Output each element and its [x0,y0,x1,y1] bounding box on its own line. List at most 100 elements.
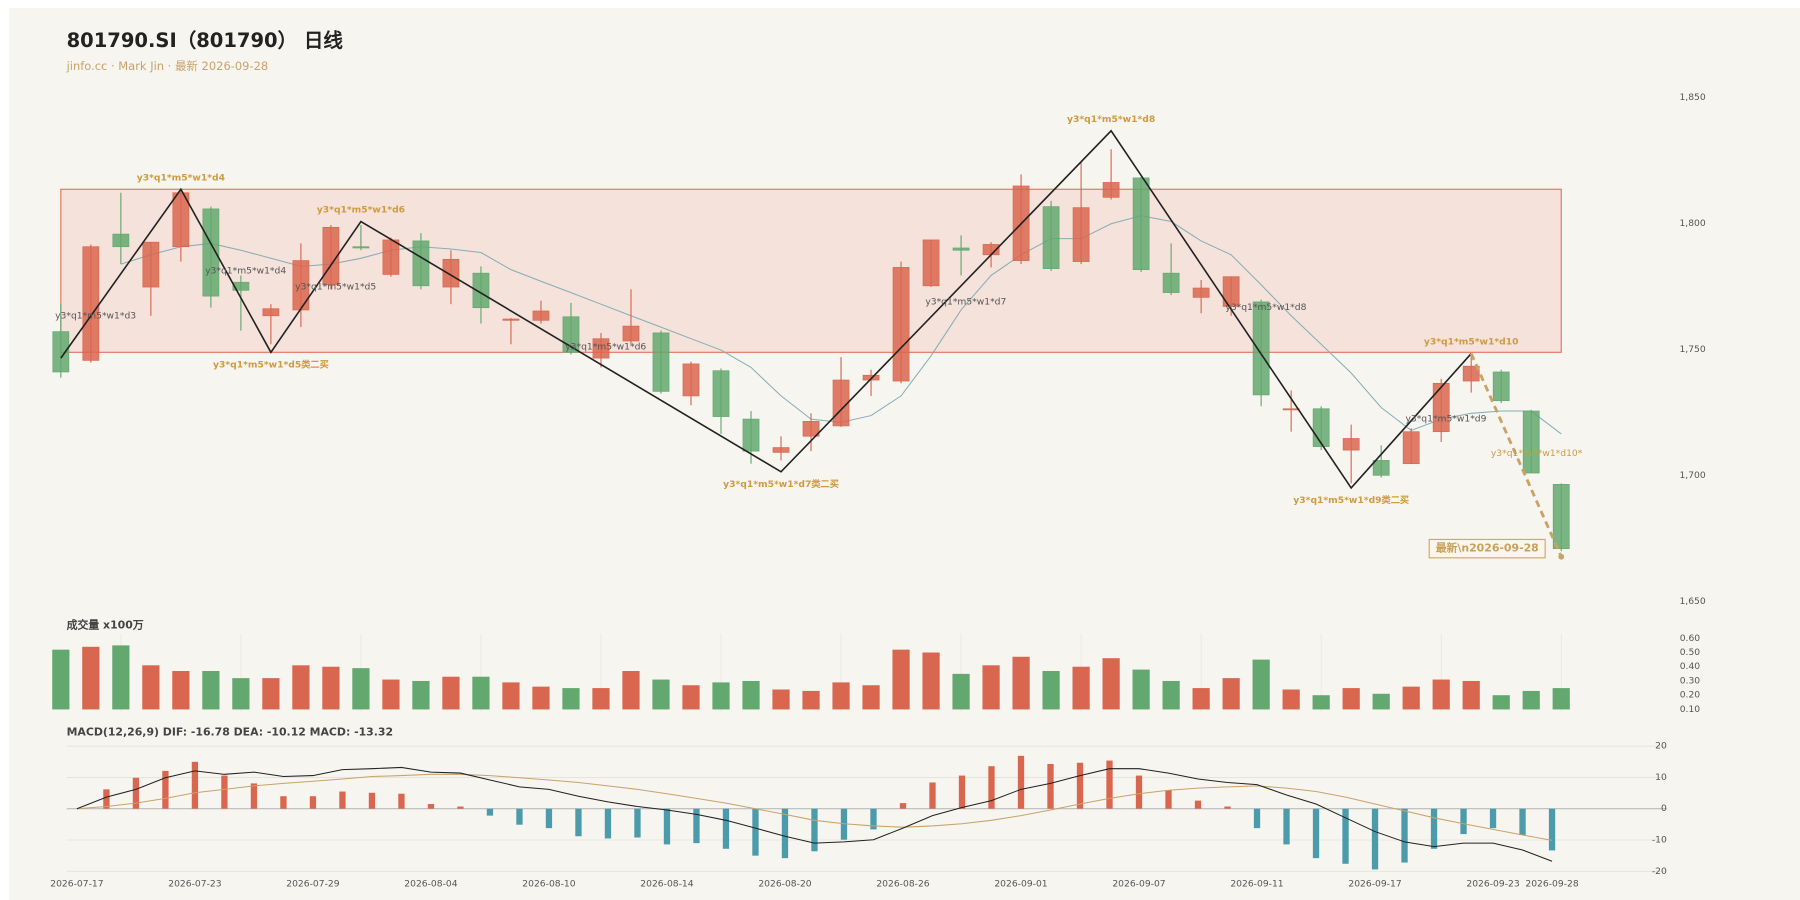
volume-bar [172,671,190,710]
macd-bar [368,792,376,809]
macd-bar [1342,808,1349,864]
macd-bar [575,808,582,837]
volume-bar [862,685,880,710]
candle-body [262,308,280,317]
volume-bar [772,689,790,710]
volume-bar [1492,695,1510,710]
volume-bar [472,676,490,710]
x-tick-label: 2026-08-20 [758,878,811,889]
macd-bar [1047,764,1054,809]
macd-bar [1519,808,1526,836]
volume-bar [1192,688,1210,710]
candle-body [442,258,460,288]
volume-bar [952,673,970,710]
candle-body [1462,365,1480,382]
macd-bar [486,808,494,816]
volume-bar [232,678,250,710]
volume-bar [1222,678,1240,710]
annotation: y3*q1*m5*w1*d7类二买 [723,478,839,490]
macd-bar [280,796,287,809]
annotation: y3*q1*m5*w1*d10* [1491,448,1583,459]
volume-bar [292,665,310,710]
y-tick-label: -10 [1652,835,1667,846]
y-tick-label: 0 [1661,803,1667,814]
x-tick-label: 2026-09-17 [1348,878,1401,889]
candle-body [1132,177,1150,270]
candle-body [712,370,730,417]
x-tick-label: 2026-09-01 [994,878,1047,889]
y-tick-label: 0.60 [1680,633,1701,644]
macd-bar [1253,808,1261,829]
macd-bar [103,789,110,809]
volume-bar [442,676,460,710]
annotation: y3*q1*m5*w1*d6 [317,205,405,216]
volume-bar [1312,695,1330,710]
y-tick-label: 1,750 [1679,344,1705,355]
macd-bar [722,808,730,849]
annotation: y3*q1*m5*w1*d5 [295,282,376,293]
y-tick-label: 0.20 [1680,690,1701,701]
volume-bar [352,668,370,710]
annotation: y3*q1*m5*w1*d8 [1067,114,1155,125]
macd-bar [1283,808,1290,845]
volume-bar [982,665,1000,710]
macd-bar [339,791,346,809]
macd-bar [457,806,464,809]
annotation: y3*q1*m5*w1*d3 [55,310,136,321]
candle-body [1342,438,1360,451]
macd-bar [1224,806,1231,809]
macd-bar [1460,808,1467,835]
candle-body [502,318,520,321]
volume-bar [1342,688,1360,710]
candle-body [802,421,820,437]
candle-body [772,447,790,453]
macd-bar [1017,755,1025,809]
candle-body [1282,408,1300,411]
y-tick-label: 0.40 [1680,661,1701,672]
y-tick-label: 0.50 [1680,647,1701,658]
candle-body [1042,206,1060,269]
annotation: y3*q1*m5*w1*d6 [565,341,646,352]
macd-bar [191,761,199,809]
y-tick-label: 0.10 [1680,704,1701,715]
candle-body [232,281,250,291]
macd-bar [929,782,936,809]
candle-body [52,331,70,373]
candle-body [172,192,190,248]
candle-body [1312,408,1330,447]
volume-bar [1162,680,1180,710]
background [9,8,1800,900]
candle-body [82,246,100,361]
candle-body [1432,382,1450,433]
volume-title: 成交量 x100万 [67,618,144,632]
candle-body [1402,431,1420,465]
macd-bar [781,808,789,859]
volume-bar [382,679,400,710]
volume-bar [412,680,430,710]
zigzag-line [60,129,1472,490]
volume-bar [1522,690,1540,710]
volume-bar [1552,688,1570,710]
volume-bar [502,682,520,710]
x-tick-label: 2026-07-17 [50,878,103,889]
macd-bar [1135,775,1143,809]
x-tick-label: 2026-08-04 [404,878,457,889]
candle-body [142,241,160,288]
macd-bar [309,796,317,809]
volume-bar [322,666,340,710]
annotation: y3*q1*m5*w1*d9 [1405,414,1486,425]
projection-end [1558,553,1565,560]
latest-label: 最新\n2026-09-28 [1436,541,1539,555]
x-tick-label: 2026-08-10 [522,878,575,889]
x-tick-label: 2026-09-07 [1112,878,1165,889]
x-tick-label: 2026-09-23 [1466,878,1519,889]
candle-body [1162,272,1180,293]
volume-bar [1372,693,1390,710]
candle-body [1372,460,1390,476]
dea-line [76,773,1553,841]
macd-bar [250,783,258,809]
macd-title: MACD(12,26,9) DIF: -16.78 DEA: -10.12 MA… [67,725,393,738]
volume-bar [1042,671,1060,710]
macd-bar [1312,808,1320,859]
volume-bar [682,685,700,710]
